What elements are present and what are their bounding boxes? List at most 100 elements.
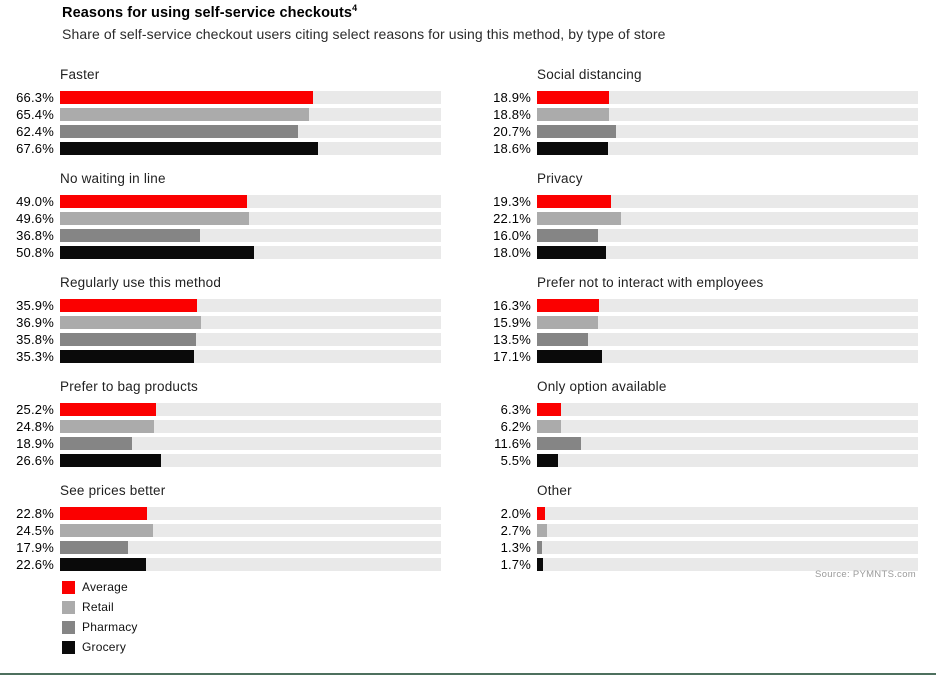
charts-grid: Faster 66.3% 65.4% 62.4% 67.6% No waiting in … bbox=[0, 66, 936, 586]
bar-track bbox=[537, 454, 918, 467]
bar-fill-grocery bbox=[537, 246, 606, 259]
bar-fill-pharmacy bbox=[537, 541, 542, 554]
bar-track bbox=[537, 350, 918, 363]
bar-row: 16.3% bbox=[477, 297, 918, 314]
title-footnote-superscript: 4 bbox=[352, 3, 358, 13]
bar-track bbox=[60, 558, 441, 571]
bar-track bbox=[537, 108, 918, 121]
chart-group-title: Other bbox=[537, 483, 572, 498]
bar-row: 18.6% bbox=[477, 140, 918, 157]
chart-group-title: Privacy bbox=[537, 171, 583, 186]
bar-row: 6.3% bbox=[477, 401, 918, 418]
source-credit: Source: PYMNTS.com bbox=[815, 569, 916, 580]
bar-track bbox=[60, 108, 441, 121]
legend-swatch-retail bbox=[62, 600, 75, 614]
bar-fill-grocery bbox=[60, 558, 147, 571]
bar-row: 36.9% bbox=[0, 314, 441, 331]
legend-label: Retail bbox=[82, 600, 114, 614]
bar-row: 49.6% bbox=[0, 210, 441, 227]
bar-value-label: 18.9% bbox=[493, 90, 531, 105]
chart-group-title: Prefer not to interact with employees bbox=[537, 275, 764, 290]
bar-row: 24.8% bbox=[0, 418, 441, 435]
bar-value-label: 49.0% bbox=[16, 194, 54, 209]
bar-fill-grocery bbox=[60, 454, 162, 467]
bar-value-label: 50.8% bbox=[16, 245, 54, 260]
chart-group-title: Faster bbox=[60, 67, 100, 82]
bar-fill-retail bbox=[537, 420, 561, 433]
bar-value-label: 1.3% bbox=[500, 540, 531, 555]
bar-fill-average bbox=[60, 507, 147, 520]
charts-column-left: Faster 66.3% 65.4% 62.4% 67.6% No waiting in … bbox=[0, 66, 441, 586]
bar-value-label: 66.3% bbox=[16, 90, 54, 105]
bar-fill-average bbox=[60, 403, 156, 416]
bar-row: 1.7% bbox=[477, 556, 918, 573]
chart-group-title: Only option available bbox=[537, 379, 667, 394]
bar-track bbox=[537, 142, 918, 155]
legend-swatch-average bbox=[62, 580, 75, 594]
bar-track bbox=[60, 507, 441, 520]
bar-value-label: 26.6% bbox=[16, 453, 54, 468]
legend-swatch-pharmacy bbox=[62, 620, 75, 634]
bar-row: 36.8% bbox=[0, 227, 441, 244]
bar-row: 16.0% bbox=[477, 227, 918, 244]
bar-track bbox=[60, 91, 441, 104]
bar-value-label: 11.6% bbox=[494, 436, 531, 451]
bar-track bbox=[60, 142, 441, 155]
bar-fill-grocery bbox=[537, 142, 608, 155]
bar-row: 18.9% bbox=[477, 89, 918, 106]
bar-fill-pharmacy bbox=[537, 437, 582, 450]
bar-fill-average bbox=[60, 299, 197, 312]
bar-row: 19.3% bbox=[477, 193, 918, 210]
bar-row: 17.9% bbox=[0, 539, 441, 556]
bar-row: 2.0% bbox=[477, 505, 918, 522]
bar-row: 13.5% bbox=[477, 331, 918, 348]
bar-fill-average bbox=[537, 403, 561, 416]
chart-group-title: Regularly use this method bbox=[60, 275, 222, 290]
bar-track bbox=[60, 316, 441, 329]
page-subtitle: Share of self-service checkout users cit… bbox=[62, 25, 666, 42]
bar-row: 17.1% bbox=[477, 348, 918, 365]
bar-value-label: 2.0% bbox=[500, 506, 531, 521]
chart-group: No waiting in line 49.0% 49.6% 36.8% 50.8% bbox=[0, 170, 441, 261]
bar-track bbox=[60, 524, 441, 537]
bar-fill-pharmacy bbox=[537, 125, 616, 138]
bar-fill-grocery bbox=[537, 454, 558, 467]
bar-track bbox=[60, 195, 441, 208]
chart-group: Prefer to bag products 25.2% 24.8% 18.9% 26.… bbox=[0, 378, 441, 469]
bar-row: 22.1% bbox=[477, 210, 918, 227]
legend-item-grocery: Grocery bbox=[62, 637, 138, 657]
bar-fill-retail bbox=[537, 316, 598, 329]
chart-group: Privacy 19.3% 22.1% 16.0% 18.0% bbox=[477, 170, 918, 261]
bar-track bbox=[60, 541, 441, 554]
bar-row: 22.6% bbox=[0, 556, 441, 573]
legend-item-retail: Retail bbox=[62, 597, 138, 617]
bar-track bbox=[537, 403, 918, 416]
bar-value-label: 36.8% bbox=[16, 228, 54, 243]
bar-fill-pharmacy bbox=[537, 333, 589, 346]
bar-track bbox=[537, 333, 918, 346]
bar-row: 20.7% bbox=[477, 123, 918, 140]
bar-track bbox=[537, 316, 918, 329]
bar-track bbox=[537, 212, 918, 225]
bar-track bbox=[60, 420, 441, 433]
bar-fill-retail bbox=[60, 108, 310, 121]
page-title-text: Reasons for using self-service checkouts bbox=[62, 4, 353, 21]
bar-track bbox=[60, 229, 441, 242]
bar-value-label: 13.5% bbox=[493, 332, 531, 347]
bar-value-label: 24.5% bbox=[16, 523, 54, 538]
chart-group-title: Social distancing bbox=[537, 67, 642, 82]
bar-track bbox=[60, 246, 441, 259]
chart-group: Social distancing 18.9% 18.8% 20.7% 18.6% bbox=[477, 66, 918, 157]
bar-track bbox=[60, 333, 441, 346]
chart-group: Prefer not to interact with employees 16.… bbox=[477, 274, 918, 365]
bar-track bbox=[60, 212, 441, 225]
chart-group: See prices better 22.8% 24.5% 17.9% 22.6% bbox=[0, 482, 441, 573]
legend-item-pharmacy: Pharmacy bbox=[62, 617, 138, 637]
bar-fill-average bbox=[60, 91, 313, 104]
bar-fill-retail bbox=[60, 420, 155, 433]
legend-item-average: Average bbox=[62, 577, 138, 597]
bar-value-label: 35.3% bbox=[16, 349, 54, 364]
bar-row: 1.3% bbox=[477, 539, 918, 556]
bar-row: 15.9% bbox=[477, 314, 918, 331]
bar-row: 35.3% bbox=[0, 348, 441, 365]
